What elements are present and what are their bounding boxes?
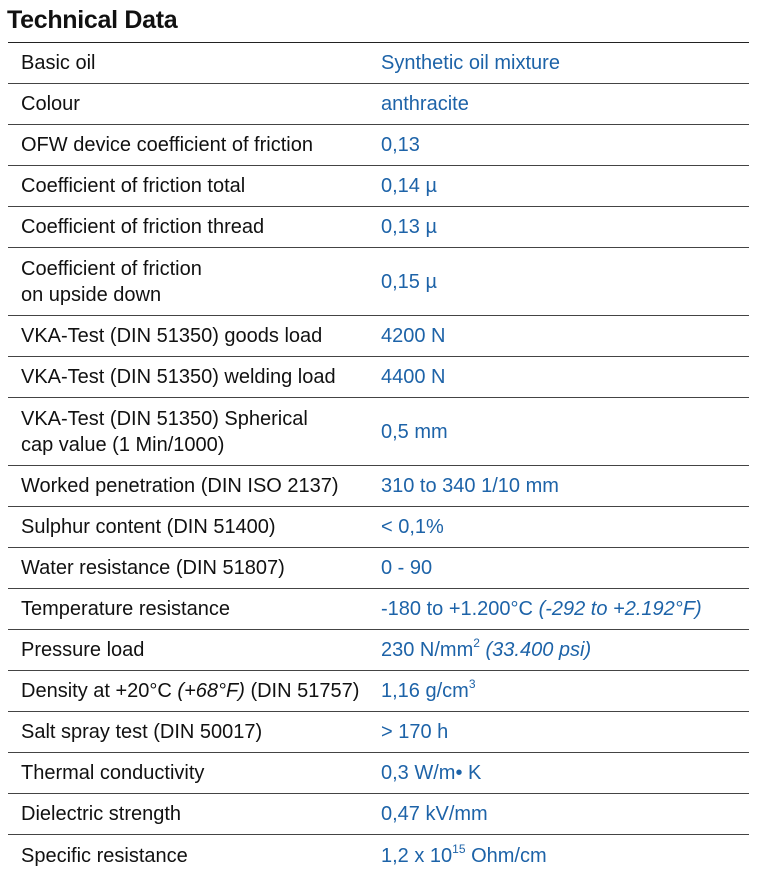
table-row: Water resistance (DIN 51807) 0 - 90 (8, 548, 749, 589)
row-value-main: 230 N/mm (381, 639, 474, 661)
table-row: Sulphur content (DIN 51400) < 0,1% (8, 507, 749, 548)
row-label: Dielectric strength (21, 803, 182, 825)
technical-data-table: Basic oil Synthetic oil mixture Colour a… (8, 42, 749, 876)
table-row: Coefficient of friction total 0,14 µ (8, 166, 749, 207)
table-row: VKA-Test (DIN 51350) goods load 4200 N (8, 316, 749, 357)
row-value: 230 N/mm2 (33.400 psi) (381, 637, 749, 663)
row-label: Basic oil (21, 52, 96, 74)
row-value: 0,15 µ (381, 270, 438, 293)
row-label-imperial: (+68°F) (177, 680, 245, 702)
row-label-line: cap value (1 Min/1000) (21, 433, 225, 456)
row-label: Worked penetration (DIN ISO 2137) (21, 475, 339, 497)
table-row: Pressure load 230 N/mm2 (33.400 psi) (8, 630, 749, 671)
table-row: Dielectric strength 0,47 kV/mm (8, 794, 749, 835)
row-label-line: VKA-Test (DIN 51350) Spherical (21, 407, 308, 430)
row-label: OFW device coefficient of friction (21, 134, 313, 156)
row-label: Thermal conductivity (21, 762, 205, 784)
row-value-imperial: (33.400 psi) (485, 639, 592, 661)
table-row: Thermal conductivity 0,3 W/m• K (8, 753, 749, 794)
row-label: VKA-Test (DIN 51350) goods load (21, 325, 323, 347)
table-row: OFW device coefficient of friction 0,13 (8, 125, 749, 166)
table-row: Density at +20°C (+68°F) (DIN 51757) 1,1… (8, 671, 749, 712)
row-label: Temperature resistance (21, 598, 230, 620)
row-label-standard: (DIN 51757) (250, 680, 360, 702)
row-value-imperial: (-292 to +2.192°F) (538, 598, 702, 620)
row-value: anthracite (381, 93, 469, 115)
row-value: 0,47 kV/mm (381, 803, 488, 825)
row-value: 0,3 W/m• K (381, 762, 482, 784)
row-value: 310 to 340 1/10 mm (381, 475, 559, 497)
row-label: VKA-Test (DIN 51350) Spherical cap value… (8, 406, 381, 458)
row-value-main: 1,16 g/cm (381, 680, 469, 702)
row-value: > 170 h (381, 721, 449, 743)
row-value-superscript: 3 (468, 677, 476, 691)
table-row: Salt spray test (DIN 50017) > 170 h (8, 712, 749, 753)
row-label: Water resistance (DIN 51807) (21, 557, 285, 579)
row-value: 0 - 90 (381, 557, 433, 579)
row-label: Coefficient of friction on upside down (8, 256, 381, 308)
row-label: Salt spray test (DIN 50017) (21, 721, 263, 743)
row-value-main: -180 to +1.200°C (381, 598, 533, 620)
row-value: 0,13 µ (381, 216, 438, 238)
table-row: VKA-Test (DIN 51350) Spherical cap value… (8, 398, 749, 466)
row-value: 4400 N (381, 366, 446, 388)
row-label-line: Coefficient of friction (21, 257, 202, 280)
table-row: Worked penetration (DIN ISO 2137) 310 to… (8, 466, 749, 507)
row-value: 1,16 g/cm3 (381, 678, 749, 704)
row-value: -180 to +1.200°C (-292 to +2.192°F) (381, 596, 749, 622)
row-label-line: on upside down (21, 283, 162, 306)
table-row: Coefficient of friction on upside down 0… (8, 248, 749, 316)
row-value-superscript: 15 (452, 841, 466, 856)
page-title: Technical Data (7, 6, 178, 34)
row-label: Specific resistance (21, 844, 188, 867)
row-value: 0,13 (381, 134, 420, 156)
table-row: Coefficient of friction thread 0,13 µ (8, 207, 749, 248)
row-label: Coefficient of friction total (21, 175, 246, 197)
row-value: 0,5 mm (381, 420, 448, 443)
row-label-main: Density at +20°C (21, 680, 172, 702)
row-label: Sulphur content (DIN 51400) (21, 516, 276, 538)
row-value-main: 1,2 x 10 (381, 844, 453, 867)
row-value-superscript: 2 (473, 636, 480, 650)
row-label: Pressure load (21, 639, 145, 661)
table-row: Specific resistance 1,2 x 1015 Ohm/cm (8, 835, 749, 876)
row-value: 4200 N (381, 325, 446, 347)
table-row: Colour anthracite (8, 84, 749, 125)
table-row: Basic oil Synthetic oil mixture (8, 43, 749, 84)
row-value: 0,14 µ (381, 175, 438, 197)
row-value: 1,2 x 1015 Ohm/cm (381, 843, 749, 869)
row-value: Synthetic oil mixture (381, 52, 560, 74)
table-row: VKA-Test (DIN 51350) welding load 4400 N (8, 357, 749, 398)
row-label: VKA-Test (DIN 51350) welding load (21, 366, 336, 388)
row-label: Coefficient of friction thread (21, 216, 265, 238)
table-row: Temperature resistance -180 to +1.200°C … (8, 589, 749, 630)
row-label: Colour (21, 93, 80, 115)
row-label: Density at +20°C (+68°F) (DIN 51757) (8, 678, 381, 704)
row-value: < 0,1% (381, 516, 444, 538)
row-value-unit: Ohm/cm (471, 844, 547, 867)
